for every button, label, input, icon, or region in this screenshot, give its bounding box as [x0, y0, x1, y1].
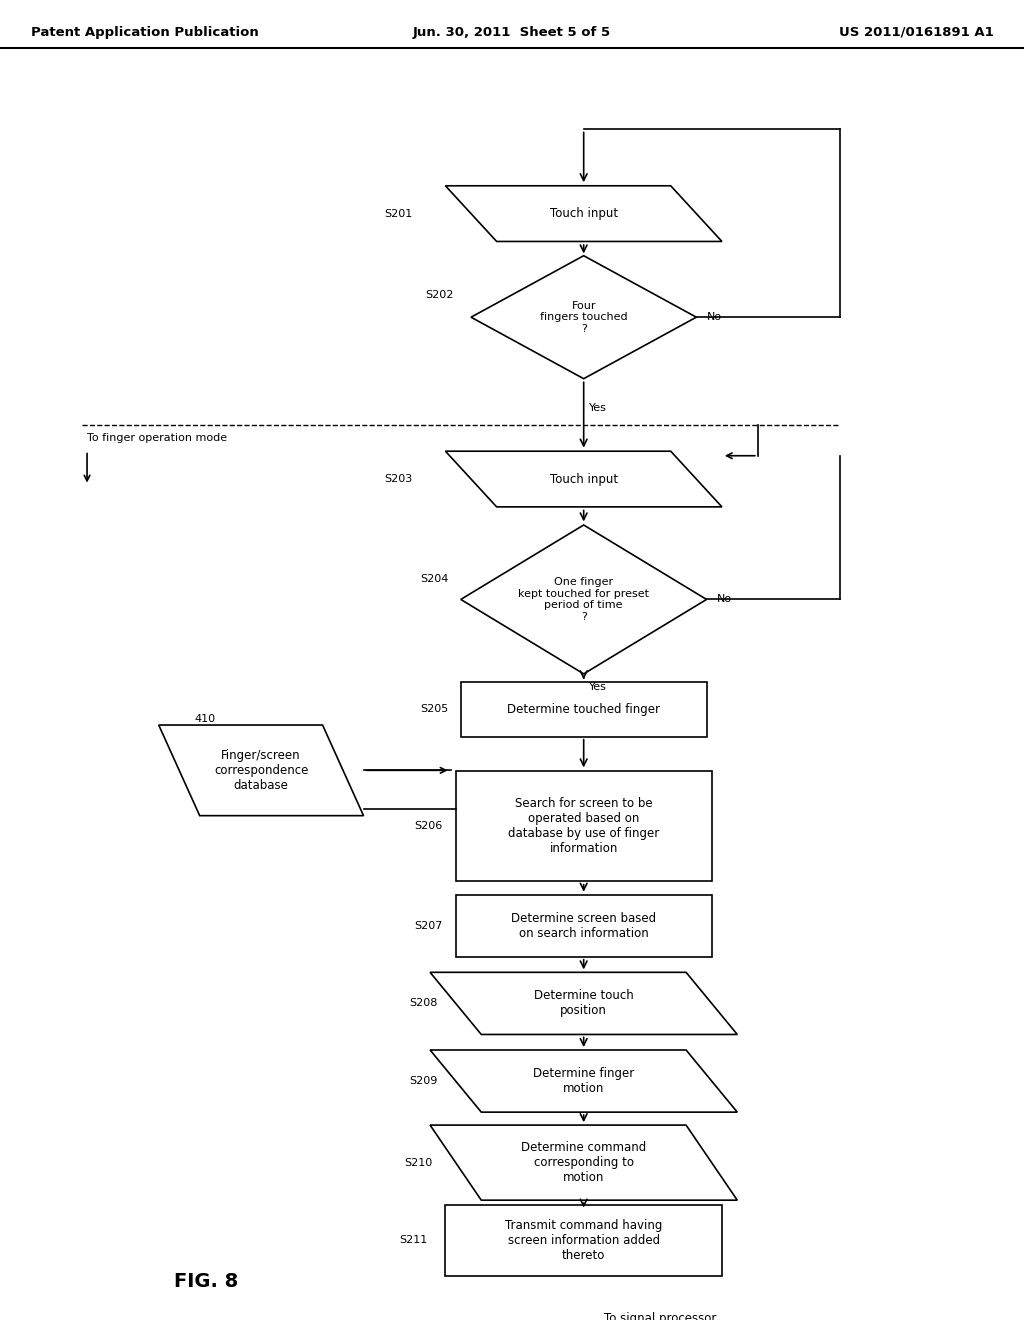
- Text: One finger
kept touched for preset
period of time
?: One finger kept touched for preset perio…: [518, 577, 649, 622]
- Text: Touch input: Touch input: [550, 473, 617, 486]
- Text: S204: S204: [420, 574, 449, 583]
- Text: S210: S210: [404, 1158, 433, 1168]
- Text: Four
fingers touched
?: Four fingers touched ?: [540, 301, 628, 334]
- Text: No: No: [717, 594, 732, 605]
- Polygon shape: [471, 256, 696, 379]
- Polygon shape: [445, 451, 722, 507]
- Text: Jun. 30, 2011  Sheet 5 of 5: Jun. 30, 2011 Sheet 5 of 5: [413, 26, 611, 38]
- Text: S207: S207: [415, 921, 443, 931]
- Text: US 2011/0161891 A1: US 2011/0161891 A1: [839, 26, 993, 38]
- Text: S209: S209: [410, 1076, 438, 1086]
- Text: S203: S203: [384, 474, 413, 484]
- FancyBboxPatch shape: [461, 682, 707, 737]
- Text: Determine touched finger: Determine touched finger: [507, 704, 660, 715]
- Polygon shape: [430, 1125, 737, 1200]
- Text: S208: S208: [410, 998, 438, 1008]
- Text: Determine touch
position: Determine touch position: [534, 990, 634, 1018]
- Polygon shape: [430, 1049, 737, 1113]
- Text: Yes: Yes: [589, 403, 606, 413]
- Text: Determine command
corresponding to
motion: Determine command corresponding to motio…: [521, 1140, 646, 1184]
- Text: To finger operation mode: To finger operation mode: [87, 433, 227, 442]
- FancyBboxPatch shape: [456, 771, 712, 880]
- Text: Determine finger
motion: Determine finger motion: [534, 1067, 634, 1096]
- Text: S205: S205: [420, 705, 449, 714]
- Text: S202: S202: [425, 290, 454, 300]
- FancyBboxPatch shape: [445, 1205, 722, 1276]
- Text: Patent Application Publication: Patent Application Publication: [31, 26, 258, 38]
- Polygon shape: [430, 973, 737, 1035]
- Text: S206: S206: [415, 821, 443, 832]
- Polygon shape: [159, 725, 364, 816]
- Text: Transmit command having
screen information added
thereto: Transmit command having screen informati…: [505, 1218, 663, 1262]
- Text: FIG. 8: FIG. 8: [174, 1272, 239, 1291]
- Text: Search for screen to be
operated based on
database by use of finger
information: Search for screen to be operated based o…: [508, 797, 659, 855]
- FancyBboxPatch shape: [456, 895, 712, 957]
- Text: No: No: [707, 313, 722, 322]
- Text: S201: S201: [384, 209, 413, 219]
- Text: Touch input: Touch input: [550, 207, 617, 220]
- Polygon shape: [461, 525, 707, 675]
- Text: Determine screen based
on search information: Determine screen based on search informa…: [511, 912, 656, 940]
- Polygon shape: [445, 186, 722, 242]
- Text: S211: S211: [399, 1236, 428, 1245]
- Text: To signal processor: To signal processor: [604, 1312, 717, 1320]
- Text: Finger/screen
correspondence
database: Finger/screen correspondence database: [214, 748, 308, 792]
- Text: Yes: Yes: [589, 682, 606, 693]
- Text: 410: 410: [195, 714, 216, 723]
